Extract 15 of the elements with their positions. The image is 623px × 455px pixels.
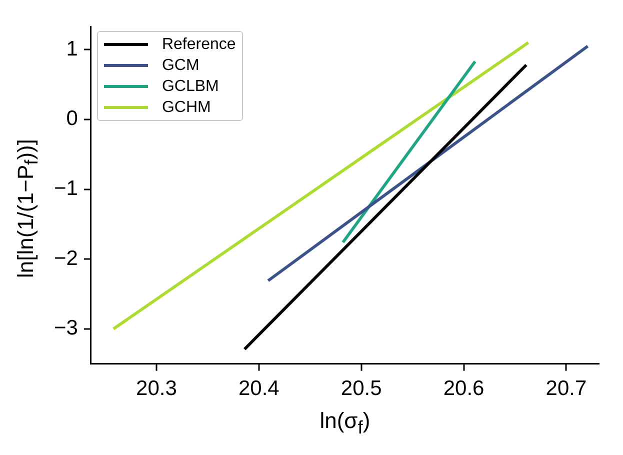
legend-label: GCLBM: [162, 76, 219, 97]
x-tick-label: 20.4: [238, 377, 280, 400]
legend-label: GCHM: [162, 98, 211, 118]
legend-label: Reference: [162, 34, 236, 55]
x-axis-title: ln(σ$_{f}$): [318, 408, 372, 438]
x-tick-label: 20.6: [443, 377, 484, 400]
y-tick-label: −1: [54, 177, 78, 200]
x-tick-label: 20.7: [546, 377, 587, 400]
y-tick-label: −3: [54, 316, 78, 340]
y-tick-label: 1: [66, 37, 78, 60]
x-tick-label: 20.5: [340, 377, 382, 400]
x-tick-label: 20.3: [136, 377, 177, 400]
y-tick-label: −2: [54, 246, 78, 270]
legend-label: GCM: [162, 56, 200, 76]
y-tick-label: 0: [66, 107, 78, 130]
